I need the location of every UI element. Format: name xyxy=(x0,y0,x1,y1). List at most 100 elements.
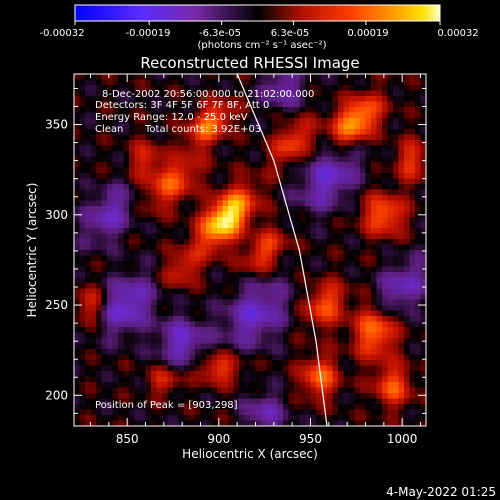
heatmap-cell xyxy=(261,371,268,378)
heatmap-cell xyxy=(338,112,345,119)
heatmap-cell xyxy=(107,140,114,147)
heatmap-cell xyxy=(96,217,103,224)
heatmap-cell xyxy=(162,409,169,416)
heatmap-cell xyxy=(404,112,411,119)
heatmap-cell xyxy=(101,156,108,163)
heatmap-cell xyxy=(74,123,81,130)
heatmap-cell xyxy=(316,189,323,196)
heatmap-cell xyxy=(404,79,411,86)
heatmap-cell xyxy=(382,107,389,114)
heatmap-cell xyxy=(327,349,334,356)
heatmap-cell xyxy=(283,162,290,169)
heatmap-cell xyxy=(200,376,207,383)
heatmap-cell xyxy=(184,134,191,141)
heatmap-cell xyxy=(398,79,405,86)
heatmap-cell xyxy=(123,156,130,163)
heatmap-cell xyxy=(239,382,246,389)
heatmap-cell xyxy=(184,184,191,191)
heatmap-cell xyxy=(211,74,218,81)
heatmap-cell xyxy=(305,79,312,86)
heatmap-cell xyxy=(107,404,114,411)
heatmap-cell xyxy=(371,404,378,411)
heatmap-cell xyxy=(123,107,130,114)
heatmap-cell xyxy=(376,189,383,196)
heatmap-cell xyxy=(90,74,97,81)
heatmap-cell xyxy=(162,266,169,273)
heatmap-cell xyxy=(283,217,290,224)
heatmap-cell xyxy=(255,288,262,295)
heatmap-cell xyxy=(343,387,350,394)
heatmap-cell xyxy=(327,332,334,339)
heatmap-cell xyxy=(178,134,185,141)
heatmap-cell xyxy=(178,299,185,306)
heatmap-cell xyxy=(90,90,97,97)
heatmap-cell xyxy=(404,233,411,240)
heatmap-cell xyxy=(233,305,240,312)
heatmap-cell xyxy=(294,151,301,158)
heatmap-cell xyxy=(387,140,394,147)
heatmap-cell xyxy=(294,129,301,136)
heatmap-cell xyxy=(101,140,108,147)
heatmap-cell xyxy=(79,398,86,405)
heatmap-cell xyxy=(239,310,246,317)
heatmap-cell xyxy=(107,365,114,372)
heatmap-cell xyxy=(420,145,426,152)
heatmap-cell xyxy=(299,85,306,92)
heatmap-cell xyxy=(310,90,317,97)
heatmap-cell xyxy=(255,415,262,422)
heatmap-cell xyxy=(129,239,136,246)
heatmap-cell xyxy=(90,316,97,323)
heatmap-cell xyxy=(415,387,422,394)
heatmap-cell xyxy=(96,332,103,339)
heatmap-cell xyxy=(178,123,185,130)
heatmap-cell xyxy=(310,96,317,103)
heatmap-cell xyxy=(404,184,411,191)
heatmap-cell xyxy=(393,173,400,180)
heatmap-cell xyxy=(222,118,229,125)
heatmap-cell xyxy=(79,129,86,136)
heatmap-cell xyxy=(294,338,301,345)
heatmap-cell xyxy=(360,349,367,356)
heatmap-cell xyxy=(90,305,97,312)
heatmap-cell xyxy=(288,343,295,350)
heatmap-cell xyxy=(382,277,389,284)
heatmap-cell xyxy=(233,299,240,306)
heatmap-cell xyxy=(233,178,240,185)
heatmap-cell xyxy=(151,228,158,235)
heatmap-cell xyxy=(162,101,169,108)
heatmap-cell xyxy=(244,145,251,152)
heatmap-cell xyxy=(107,156,114,163)
heatmap-cell xyxy=(211,123,218,130)
heatmap-cell xyxy=(189,255,196,262)
heatmap-cell xyxy=(244,129,251,136)
heatmap-cell xyxy=(156,233,163,240)
heatmap-cell xyxy=(310,211,317,218)
heatmap-cell xyxy=(299,283,306,290)
heatmap-cell xyxy=(244,250,251,257)
heatmap-cell xyxy=(79,217,86,224)
heatmap-cell xyxy=(371,250,378,257)
heatmap-cell xyxy=(129,310,136,317)
heatmap-cell xyxy=(310,332,317,339)
heatmap-cell xyxy=(255,79,262,86)
heatmap-cell xyxy=(310,398,317,405)
heatmap-cell xyxy=(343,393,350,400)
heatmap-cell xyxy=(118,288,125,295)
heatmap-cell xyxy=(288,398,295,405)
heatmap-cell xyxy=(398,420,405,426)
heatmap-cell xyxy=(118,261,125,268)
heatmap-cell xyxy=(167,349,174,356)
heatmap-cell xyxy=(189,393,196,400)
heatmap-cell xyxy=(184,415,191,422)
heatmap-cell xyxy=(96,173,103,180)
heatmap-cell xyxy=(294,79,301,86)
heatmap-cell xyxy=(332,217,339,224)
heatmap-cell xyxy=(343,178,350,185)
heatmap-cell xyxy=(217,415,224,422)
heatmap-cell xyxy=(178,255,185,262)
heatmap-cell xyxy=(415,200,422,207)
heatmap-cell xyxy=(90,167,97,174)
heatmap-cell xyxy=(173,382,180,389)
heatmap-cell xyxy=(272,277,279,284)
heatmap-cell xyxy=(393,228,400,235)
